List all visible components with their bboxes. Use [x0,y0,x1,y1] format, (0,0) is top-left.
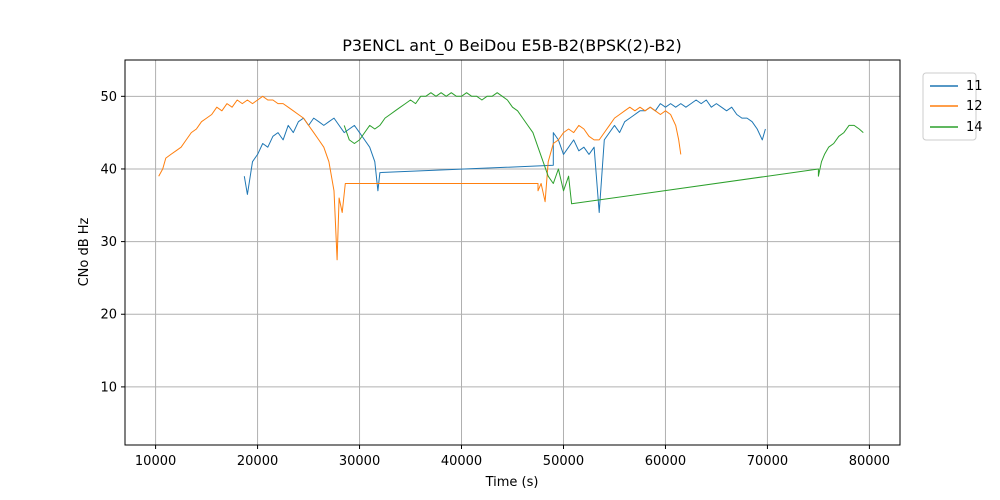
legend-label-12: 12 [966,99,983,114]
y-axis-title: CNo dB Hz [77,217,92,286]
x-tick-label: 30000 [339,454,380,469]
legend: 11 12 14 [922,72,983,141]
legend-label-14: 14 [966,120,983,135]
x-tick-label: 80000 [849,454,890,469]
legend-label-11: 11 [966,79,983,94]
axis-ticks: 10000 20000 30000 40000 50000 60000 70000 80000… [100,90,890,469]
y-tick-label: 50 [100,90,117,105]
y-tick-label: 30 [100,235,117,250]
gridlines [125,60,900,445]
series-line-12 [158,95,682,261]
x-tick-label: 10000 [135,454,176,469]
x-tick-label: 40000 [441,454,482,469]
y-tick-label: 40 [100,162,117,177]
x-tick-label: 70000 [747,454,788,469]
x-tick-label: 50000 [543,454,584,469]
plot-area-frame [124,59,901,446]
series-line-14 [343,92,864,205]
y-tick-label: 20 [100,308,117,323]
x-tick-label: 60000 [645,454,686,469]
x-tick-label: 20000 [237,454,278,469]
y-tick-label: 10 [100,380,117,395]
series-layer [158,92,864,261]
chart-title: P3ENCL ant_0 BeiDou E5B-B2(BPSK(2)-B2) [342,36,682,56]
x-axis-title: Time (s) [485,475,539,490]
